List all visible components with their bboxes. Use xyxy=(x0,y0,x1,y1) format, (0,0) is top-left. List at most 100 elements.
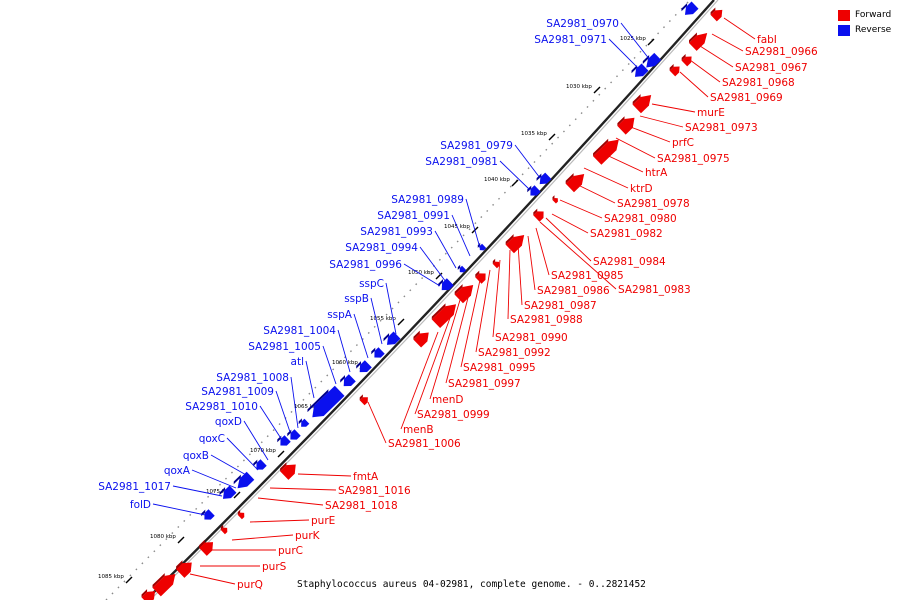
legend-label-forward: Forward xyxy=(855,10,892,20)
forward-gene-arrow xyxy=(632,94,652,114)
reverse-gene-label: qoxA xyxy=(164,465,191,477)
tick-mark xyxy=(177,536,185,544)
forward-leader-line xyxy=(445,289,471,384)
reverse-leader-line xyxy=(434,230,457,269)
forward-leader-line xyxy=(723,17,756,40)
tick-label: 1030 kbp xyxy=(566,84,592,90)
forward-leader-line xyxy=(367,401,387,444)
tick-label: 1070 kbp xyxy=(250,448,276,454)
reverse-gene-label: SA2981_1010 xyxy=(185,401,258,413)
forward-leader-line xyxy=(651,103,696,113)
reverse-leader-line xyxy=(243,420,269,461)
reverse-leader-line xyxy=(290,376,299,429)
tick-mark xyxy=(593,86,601,94)
reverse-gene-arrow xyxy=(438,278,454,291)
forward-gene-arrow xyxy=(688,32,708,51)
reverse-leader-line xyxy=(152,503,211,517)
forward-leader-line xyxy=(679,71,709,98)
forward-gene-arrow xyxy=(505,234,525,254)
reverse-leader-line xyxy=(514,144,541,179)
reverse-gene-label: SA2981_0989 xyxy=(391,194,464,206)
forward-gene-label: ktrD xyxy=(630,183,653,195)
tick-label: 1065 kbp xyxy=(294,404,320,410)
forward-gene-arrow xyxy=(199,539,214,556)
forward-gene-label: fmtA xyxy=(353,471,379,483)
reverse-leader-line xyxy=(210,454,249,477)
forward-gene-label: htrA xyxy=(645,167,668,179)
forward-gene-arrow xyxy=(220,524,228,535)
reverse-gene-arrow xyxy=(219,485,237,499)
forward-leader-line xyxy=(400,331,439,430)
forward-leader-line xyxy=(460,279,481,368)
reverse-gene-label: SA2981_1004 xyxy=(263,325,336,337)
forward-gene-label: purK xyxy=(295,530,321,542)
forward-gene-label: SA2981_0978 xyxy=(617,198,690,210)
forward-gene-arrow xyxy=(710,7,723,22)
forward-leader-line xyxy=(429,299,461,400)
forward-leader-line xyxy=(559,199,603,219)
reverse-gene-arrow xyxy=(298,418,310,427)
tick-label: 1075 kbp xyxy=(206,489,232,495)
forward-gene-label: SA2981_0992 xyxy=(478,347,551,359)
tick-label: 1085 kbp xyxy=(98,574,124,580)
forward-gene-label: SA2981_1006 xyxy=(388,438,461,450)
forward-leader-line xyxy=(269,487,337,491)
reverse-gene-arrow xyxy=(356,360,372,373)
tick-mark xyxy=(397,318,405,326)
forward-gene-label: SA2981_0968 xyxy=(722,77,795,89)
forward-gene-arrow xyxy=(565,173,585,193)
reverse-gene-label: SA2981_0991 xyxy=(377,210,450,222)
forward-gene-arrow xyxy=(431,303,457,329)
reverse-leader-line xyxy=(172,485,223,497)
forward-gene-arrow xyxy=(492,258,500,269)
forward-gene-label: SA2981_0988 xyxy=(510,314,583,326)
forward-gene-label: SA2981_0980 xyxy=(604,213,677,225)
reverse-leader-line xyxy=(275,390,291,433)
forward-leader-line xyxy=(699,45,734,68)
forward-gene-arrow xyxy=(669,63,680,77)
forward-gene-label: SA2981_0985 xyxy=(551,270,624,282)
reverse-gene-arrow xyxy=(287,429,301,440)
tick-label: 1060 kbp xyxy=(332,360,358,366)
forward-gene-label: purC xyxy=(278,545,303,557)
forward-leader-line xyxy=(249,519,310,523)
forward-leader-line xyxy=(539,221,617,290)
reverse-leader-line xyxy=(419,246,447,283)
reverse-gene-arrow xyxy=(277,435,291,446)
reverse-leader-line xyxy=(620,22,651,61)
tick-label: 1035 kbp xyxy=(521,131,547,137)
tick-label: 1040 kbp xyxy=(484,177,510,183)
forward-gene-arrow xyxy=(176,560,192,578)
reverse-gene-label: SA2981_0994 xyxy=(345,242,418,254)
forward-leader-line xyxy=(599,151,644,173)
reverse-gene-label: qoxC xyxy=(199,433,225,445)
forward-gene-label: menB xyxy=(403,424,434,436)
reverse-leader-line xyxy=(259,405,283,441)
forward-gene-arrow xyxy=(141,589,156,600)
forward-gene-label: SA2981_0984 xyxy=(593,256,666,268)
reverse-gene-label: qoxB xyxy=(183,450,209,462)
legend-swatch-reverse xyxy=(838,25,850,36)
forward-leader-line xyxy=(507,249,511,320)
reverse-gene-label: SA2981_0993 xyxy=(360,226,433,238)
forward-leader-line xyxy=(583,167,629,189)
map-caption: Staphylococcus aureus 04-02981, complete… xyxy=(297,579,646,590)
tick-mark xyxy=(548,133,556,141)
reverse-gene-label: qoxD xyxy=(215,416,242,428)
forward-gene-arrow xyxy=(593,138,619,165)
forward-gene-label: SA2981_0966 xyxy=(745,46,818,58)
forward-leader-line xyxy=(475,269,491,353)
forward-leader-line xyxy=(711,33,744,52)
reverse-gene-label: SA2981_0996 xyxy=(329,259,402,271)
reverse-leader-line xyxy=(370,297,383,345)
forward-gene-label: SA2981_0995 xyxy=(463,362,536,374)
forward-leader-line xyxy=(414,317,451,415)
forward-gene-label: SA2981_0982 xyxy=(590,228,663,240)
reverse-leader-line xyxy=(191,469,237,489)
reverse-gene-arrow xyxy=(631,63,649,77)
reverse-gene-arrow xyxy=(340,374,356,387)
forward-gene-arrow xyxy=(552,195,558,204)
forward-leader-line xyxy=(535,227,550,276)
reverse-gene-arrow xyxy=(457,264,467,273)
